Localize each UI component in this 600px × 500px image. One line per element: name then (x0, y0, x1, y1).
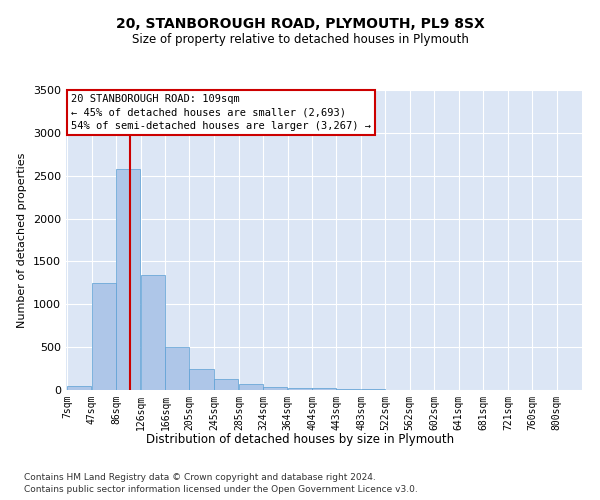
Bar (239, 384, 263, 390)
Text: Size of property relative to detached houses in Plymouth: Size of property relative to detached ho… (131, 32, 469, 46)
Text: 20, STANBOROUGH ROAD, PLYMOUTH, PL9 8SX: 20, STANBOROUGH ROAD, PLYMOUTH, PL9 8SX (116, 18, 484, 32)
Y-axis label: Number of detached properties: Number of detached properties (17, 152, 28, 328)
Bar (337, 388, 361, 390)
Bar (287, 388, 311, 390)
Bar (140, 275, 165, 390)
Bar (214, 380, 238, 390)
Text: 20 STANBOROUGH ROAD: 109sqm
← 45% of detached houses are smaller (2,693)
54% of : 20 STANBOROUGH ROAD: 109sqm ← 45% of det… (71, 94, 371, 131)
Text: Distribution of detached houses by size in Plymouth: Distribution of detached houses by size … (146, 432, 454, 446)
Bar (361, 389, 385, 390)
Bar (312, 388, 337, 390)
Text: Contains public sector information licensed under the Open Government Licence v3: Contains public sector information licen… (24, 485, 418, 494)
Bar (116, 169, 140, 390)
Bar (92, 283, 116, 390)
Bar (263, 388, 287, 390)
Text: Contains HM Land Registry data © Crown copyright and database right 2024.: Contains HM Land Registry data © Crown c… (24, 472, 376, 482)
Bar (166, 347, 190, 390)
Bar (190, 370, 214, 390)
Bar (67, 386, 91, 390)
